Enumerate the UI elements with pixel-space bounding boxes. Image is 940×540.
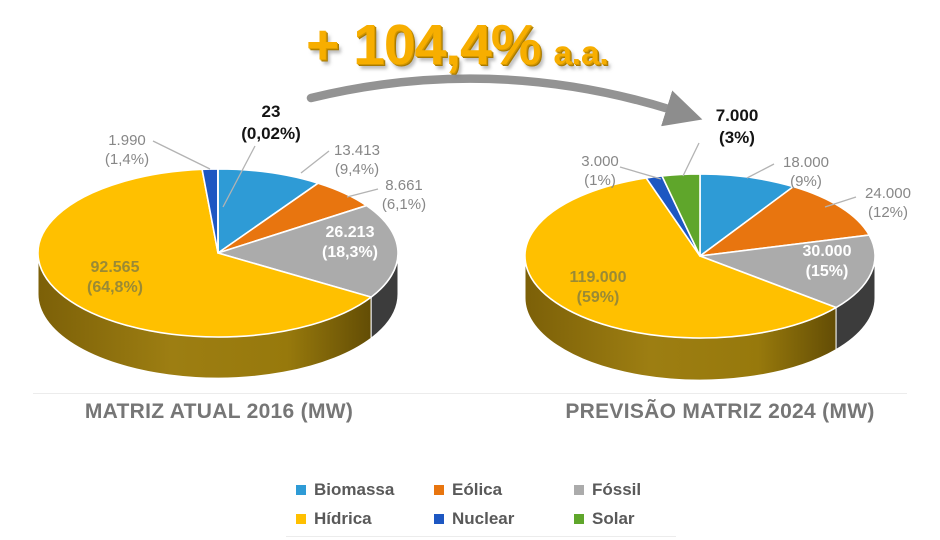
pie-2024-slice-solar	[661, 173, 701, 257]
leader-line	[222, 145, 256, 208]
label-2016-nuclear: 1.990 (1,4%)	[104, 132, 150, 169]
nuclear-swatch-icon	[434, 514, 444, 524]
leader-line	[682, 142, 700, 177]
chart-title-2024: PREVISÃO MATRIZ 2024 (MW)	[565, 400, 875, 423]
label-2016-solar: 23 (0,02%)	[241, 102, 301, 143]
fossil-swatch-icon	[574, 485, 584, 495]
label-2024-fossil: 30.000 (15%)	[802, 243, 852, 281]
legend: Biomassa Eólica Fóssil Hídrica Nuclear S…	[296, 480, 641, 529]
legend-item-hidrica: Hídrica	[296, 509, 434, 529]
label-2024-solar: 7.000 (3%)	[715, 106, 759, 147]
eolica-swatch-icon	[434, 485, 444, 495]
legend-item-solar: Solar	[574, 509, 641, 529]
pie-2016-slice-fóssil	[217, 204, 399, 298]
label-2016-hidrica: 92.565 (64,8%)	[86, 259, 144, 297]
growth-annotation: + 104,4% a.a.	[306, 12, 609, 78]
leader-line	[346, 188, 379, 198]
pie-2024-slice-fóssil	[699, 234, 876, 309]
chart-title-2016: MATRIZ ATUAL 2016 (MW)	[84, 400, 354, 423]
leader-line	[152, 140, 211, 170]
label-2024-eolica: 24.000 (12%)	[865, 185, 911, 222]
legend-item-fossil: Fóssil	[574, 480, 641, 500]
leader-line	[619, 166, 662, 180]
solar-swatch-icon	[574, 514, 584, 524]
hidrica-swatch-icon	[296, 514, 306, 524]
label-2024-biomassa: 18.000 (9%)	[783, 154, 829, 191]
pie-2024-slice-hídrica	[524, 177, 837, 339]
leader-line	[746, 163, 775, 179]
growth-value: + 104,4%	[306, 13, 541, 77]
leader-line	[300, 150, 330, 174]
pie-2016-slice-biomassa	[217, 168, 319, 254]
legend-item-eolica: Eólica	[434, 480, 574, 500]
label-2016-eolica: 8.661 (6,1%)	[381, 177, 427, 214]
chart-border-line	[33, 393, 907, 394]
legend-item-nuclear: Nuclear	[434, 509, 574, 529]
pie-2024-slice-eólica	[699, 185, 871, 257]
label-2016-fossil: 26.213 (18,3%)	[321, 224, 379, 262]
legend-item-biomassa: Biomassa	[296, 480, 434, 500]
growth-arrow	[306, 74, 703, 127]
label-2024-nuclear: 3.000 (1%)	[581, 153, 619, 190]
pie-2016-slice-hídrica	[37, 168, 372, 338]
leader-line	[824, 196, 857, 208]
legend-border-line	[286, 536, 676, 537]
label-2024-hidrica: 119.000 (59%)	[569, 269, 627, 307]
label-2016-biomassa: 13.413 (9,4%)	[334, 142, 380, 179]
growth-suffix: a.a.	[553, 34, 609, 71]
biomassa-swatch-icon	[296, 485, 306, 495]
